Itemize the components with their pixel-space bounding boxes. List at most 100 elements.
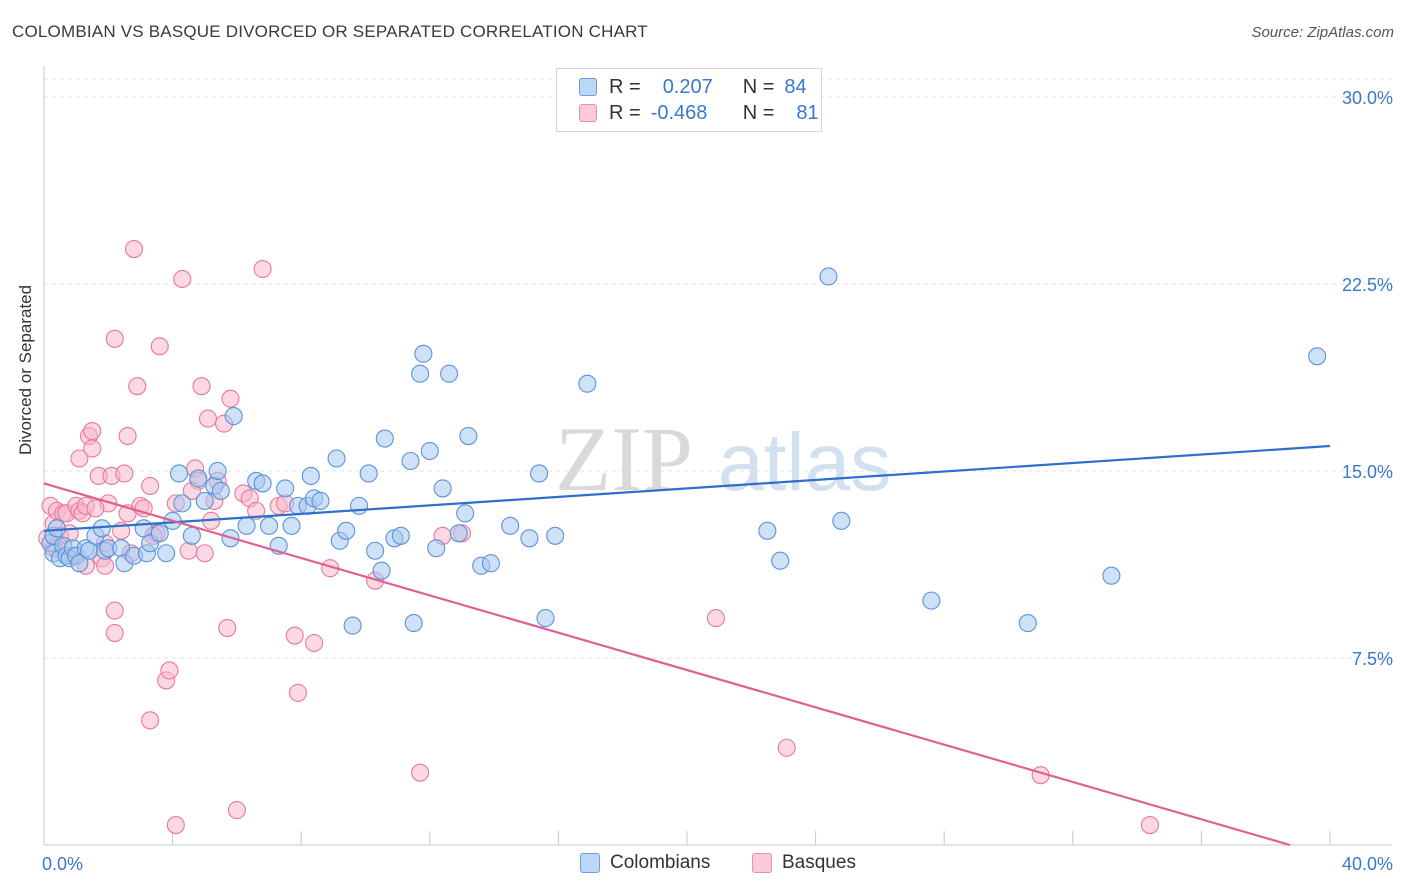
- data-point: [70, 449, 89, 468]
- data-point: [141, 476, 160, 495]
- data-point: [182, 526, 201, 545]
- data-point: [427, 539, 446, 558]
- x-tick-label-max: 40.0%: [1342, 854, 1393, 874]
- data-point: [189, 469, 208, 488]
- data-point: [305, 633, 324, 653]
- data-point: [157, 544, 176, 563]
- data-point: [237, 516, 256, 535]
- data-point: [536, 609, 555, 628]
- data-point: [1308, 347, 1327, 366]
- data-point: [301, 466, 320, 486]
- legend-n-value-basques: 81: [796, 101, 819, 124]
- source-credit: Source: ZipAtlas.com: [1251, 24, 1394, 41]
- series-legend-basques[interactable]: Basques: [752, 852, 856, 874]
- data-point: [327, 449, 346, 468]
- series-swatch-basques: [752, 853, 772, 873]
- data-point: [227, 801, 246, 820]
- data-point: [366, 541, 385, 560]
- data-point: [47, 519, 66, 538]
- data-point: [128, 377, 147, 396]
- tick-labels: 7.5% 15.0% 22.5% 30.0% 0.0% 40.0%: [42, 88, 1393, 874]
- axes: [43, 66, 1392, 846]
- legend-r-label: R =: [609, 101, 641, 124]
- data-point: [198, 409, 218, 428]
- data-point: [150, 337, 169, 356]
- data-point: [819, 267, 838, 286]
- data-point: [83, 422, 102, 441]
- grid-lines: [44, 78, 1392, 659]
- data-point: [195, 544, 214, 563]
- data-point: [922, 591, 941, 610]
- data-point: [501, 516, 520, 535]
- data-point: [70, 554, 89, 573]
- data-point: [150, 524, 169, 543]
- series-legend-colombians[interactable]: Colombians: [580, 852, 710, 874]
- data-point: [192, 377, 211, 396]
- legend-swatch-colombians: [579, 78, 597, 96]
- trend-lines: [43, 444, 1331, 847]
- data-point: [771, 551, 790, 570]
- series-legend: Colombians Basques: [0, 852, 1406, 878]
- data-point: [777, 738, 796, 757]
- y-tick-label: 15.0%: [1342, 462, 1393, 482]
- legend-r-label: R =: [609, 75, 641, 98]
- data-point: [449, 524, 468, 543]
- data-point: [1102, 566, 1121, 585]
- chart-title: COLOMBIAN VS BASQUE DIVORCED OR SEPARATE…: [12, 22, 648, 41]
- data-point: [105, 623, 124, 643]
- data-point: [221, 389, 240, 408]
- data-point: [411, 763, 430, 782]
- data-point: [1018, 614, 1037, 633]
- data-point: [173, 494, 192, 513]
- data-point: [276, 479, 295, 498]
- data-point: [285, 626, 304, 645]
- data-point: [253, 259, 272, 279]
- data-point: [115, 464, 134, 483]
- series-label-basques: Basques: [782, 852, 856, 873]
- legend-r-value-colombians: 0.207: [662, 75, 713, 98]
- y-tick-label: 30.0%: [1342, 88, 1393, 108]
- data-point: [86, 499, 105, 518]
- data-point: [359, 464, 378, 483]
- data-point: [420, 441, 439, 461]
- basques-points: [38, 239, 1160, 835]
- data-point: [173, 269, 192, 289]
- data-point: [481, 554, 500, 573]
- y-tick-label: 22.5%: [1342, 275, 1393, 295]
- legend-row-colombians: R = 0.207 N = 84: [579, 75, 807, 99]
- series-label-colombians: Colombians: [610, 852, 711, 873]
- legend-r-value-basques: -0.468: [650, 101, 708, 124]
- colombians-points: [41, 112, 1327, 635]
- data-point: [414, 344, 433, 363]
- legend-n-label: N =: [742, 101, 775, 124]
- data-point: [1140, 816, 1160, 835]
- data-point: [372, 561, 391, 580]
- data-point: [211, 481, 230, 500]
- data-point: [337, 521, 356, 540]
- trend-line-basques: [43, 482, 1291, 847]
- data-point: [404, 614, 423, 633]
- data-point: [247, 501, 266, 520]
- data-point: [218, 619, 237, 638]
- data-point: [208, 461, 227, 481]
- data-point: [282, 516, 301, 535]
- series-swatch-colombians: [580, 853, 600, 873]
- data-point: [433, 479, 452, 498]
- data-point: [105, 601, 124, 620]
- data-point: [179, 541, 198, 560]
- data-point: [105, 329, 124, 348]
- data-point: [546, 526, 565, 545]
- data-point: [456, 504, 475, 523]
- data-point: [350, 496, 369, 515]
- legend-row-basques: R = -0.468 N = 81: [579, 101, 819, 125]
- legend-swatch-basques: [579, 104, 597, 122]
- data-point: [166, 816, 185, 835]
- data-point: [375, 429, 394, 448]
- data-point: [311, 491, 330, 510]
- data-point: [259, 516, 279, 535]
- x-tick-label-min: 0.0%: [42, 854, 83, 874]
- legend-n-value-colombians: 84: [784, 75, 807, 98]
- data-point: [253, 474, 272, 493]
- data-point: [83, 439, 102, 458]
